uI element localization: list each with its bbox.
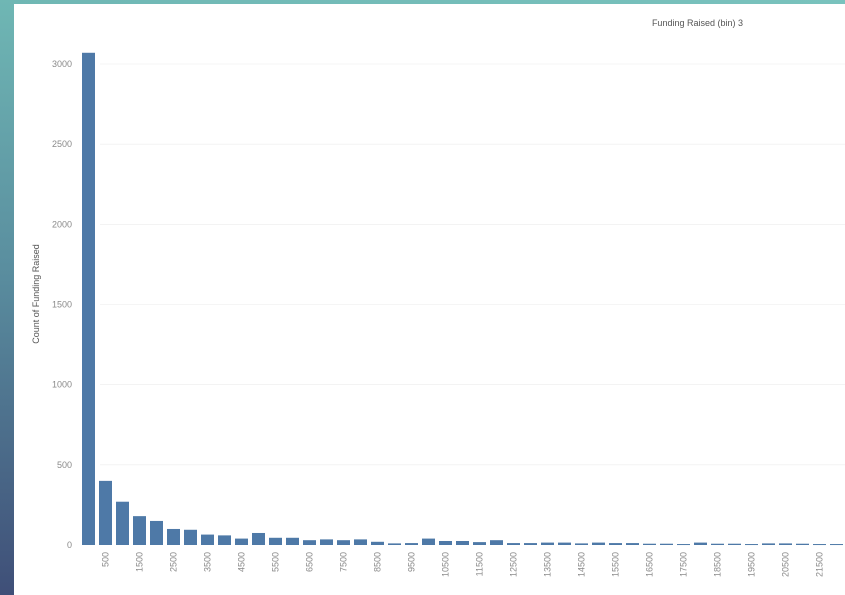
y-tick-label: 500	[57, 460, 72, 470]
bar[interactable]	[830, 544, 843, 546]
chart-area: Funding Raised (bin) 3 Count of Funding …	[14, 4, 845, 595]
bar[interactable]	[303, 540, 316, 545]
bar[interactable]	[116, 501, 129, 545]
bar[interactable]	[660, 543, 673, 545]
bar[interactable]	[626, 543, 639, 545]
x-tick-label: 10500	[441, 552, 451, 577]
bar[interactable]	[99, 480, 112, 545]
bar[interactable]	[643, 543, 656, 545]
x-tick-label: 3500	[203, 552, 213, 572]
bar[interactable]	[286, 537, 299, 545]
bar[interactable]	[235, 538, 248, 545]
bar[interactable]	[422, 538, 435, 545]
bar[interactable]	[796, 543, 809, 545]
bar[interactable]	[320, 539, 333, 545]
x-tick-label: 2500	[169, 552, 179, 572]
frame-top-border	[0, 0, 845, 4]
bar[interactable]	[218, 535, 231, 545]
bar[interactable]	[269, 537, 282, 545]
frame-left-border	[0, 0, 14, 595]
x-tick-label: 20500	[781, 552, 791, 577]
bar[interactable]	[337, 540, 350, 545]
bar[interactable]	[490, 540, 503, 545]
bar[interactable]	[456, 540, 469, 545]
x-tick-label: 6500	[305, 552, 315, 572]
x-tick-label: 15500	[611, 552, 621, 577]
x-tick-label: 12500	[509, 552, 519, 577]
bar[interactable]	[762, 543, 775, 545]
bar[interactable]	[541, 542, 554, 545]
chart-title: Funding Raised (bin) 3	[14, 18, 845, 34]
y-tick-label: 1500	[52, 300, 72, 310]
bar[interactable]	[575, 543, 588, 545]
x-tick-label: 8500	[373, 552, 383, 572]
x-tick-label: 14500	[577, 552, 587, 577]
bar[interactable]	[473, 542, 486, 545]
bar[interactable]	[558, 542, 571, 545]
x-tick-label: 19500	[747, 552, 757, 577]
bar[interactable]	[524, 543, 537, 545]
bar[interactable]	[677, 544, 690, 546]
bar[interactable]	[728, 543, 741, 545]
bar[interactable]	[167, 528, 180, 545]
x-tick-label: 5500	[271, 552, 281, 572]
x-tick-label: 500	[101, 552, 111, 567]
bar[interactable]	[150, 520, 163, 545]
x-tick-label: 16500	[645, 552, 655, 577]
bar[interactable]	[609, 543, 622, 545]
y-tick-label: 2500	[52, 139, 72, 149]
bar[interactable]	[371, 541, 384, 545]
chart-title-text: Funding Raised (bin) 3	[651, 18, 743, 28]
bar[interactable]	[82, 52, 95, 545]
x-tick-label: 17500	[679, 552, 689, 577]
bar[interactable]	[252, 532, 265, 545]
bar[interactable]	[133, 516, 146, 545]
bar[interactable]	[779, 543, 792, 545]
bar[interactable]	[592, 542, 605, 545]
y-tick-label: 2000	[52, 219, 72, 229]
bar[interactable]	[201, 534, 214, 545]
x-tick-label: 4500	[237, 552, 247, 572]
bar[interactable]	[388, 543, 401, 545]
bar[interactable]	[813, 544, 826, 546]
bar[interactable]	[694, 542, 707, 545]
x-tick-label: 11500	[475, 552, 485, 576]
y-tick-label: 0	[67, 540, 72, 550]
bar[interactable]	[507, 543, 520, 545]
x-tick-label: 1500	[135, 552, 145, 572]
bar[interactable]	[745, 544, 758, 546]
bar[interactable]	[711, 543, 724, 545]
bar[interactable]	[439, 540, 452, 545]
bar[interactable]	[184, 529, 197, 545]
y-tick-label: 1000	[52, 380, 72, 390]
x-tick-label: 9500	[407, 552, 417, 572]
x-tick-label: 21500	[815, 552, 825, 577]
x-tick-label: 18500	[713, 552, 723, 577]
bar[interactable]	[405, 543, 418, 545]
x-tick-label: 13500	[543, 552, 553, 577]
bar[interactable]	[354, 539, 367, 545]
y-tick-label: 3000	[52, 59, 72, 69]
x-tick-label: 7500	[339, 552, 349, 572]
